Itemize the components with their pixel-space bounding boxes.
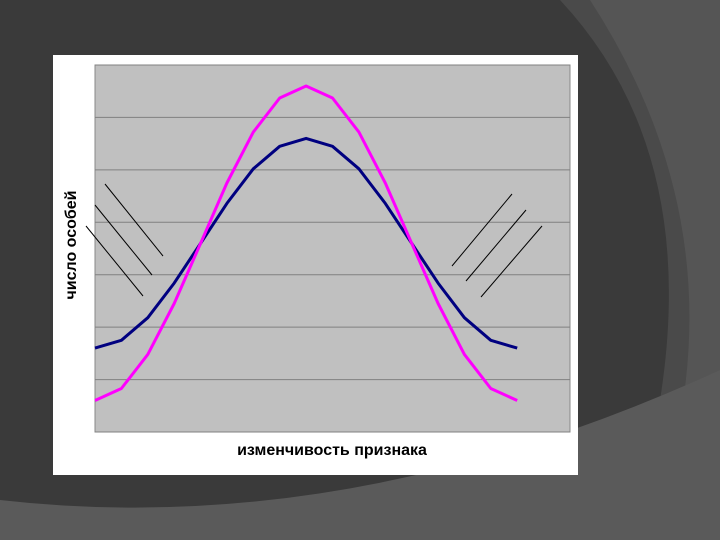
plot-area	[94, 64, 571, 433]
x-axis-label: изменчивость признака	[237, 442, 427, 459]
arrow	[85, 225, 144, 297]
arrow	[480, 225, 543, 298]
background-shape	[590, 0, 720, 420]
arrow	[94, 204, 153, 276]
series-line	[94, 84, 518, 402]
arrow	[104, 183, 164, 257]
background-shape	[0, 370, 720, 540]
y-axis-label: число особей	[63, 190, 80, 299]
series-line	[94, 136, 518, 350]
arrow	[451, 193, 513, 267]
arrows	[85, 183, 543, 298]
arrow	[465, 209, 527, 282]
